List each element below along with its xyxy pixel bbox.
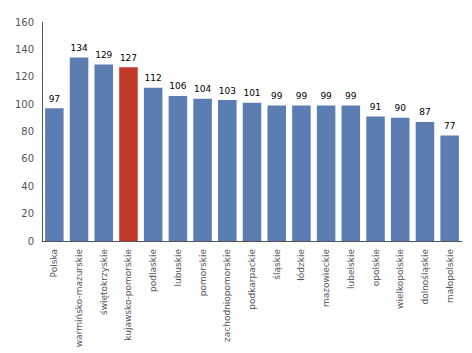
svg-text:99: 99 xyxy=(296,91,308,101)
svg-text:śląskie: śląskie xyxy=(272,249,282,280)
svg-text:0: 0 xyxy=(28,236,34,247)
svg-text:dolnośląskie: dolnośląskie xyxy=(420,249,430,305)
svg-text:świętokrzyskie: świętokrzyskie xyxy=(99,249,109,315)
svg-text:91: 91 xyxy=(370,102,381,112)
svg-text:77: 77 xyxy=(444,121,455,131)
svg-text:127: 127 xyxy=(120,53,137,63)
svg-text:Polska: Polska xyxy=(49,249,59,277)
svg-text:112: 112 xyxy=(145,73,162,83)
svg-text:kujawsko-pomorskie: kujawsko-pomorskie xyxy=(123,249,133,341)
svg-text:podkarpackie: podkarpackie xyxy=(247,249,257,310)
svg-text:małopolskie: małopolskie xyxy=(445,249,455,303)
svg-text:lubuskie: lubuskie xyxy=(173,249,183,287)
svg-text:pomorskie: pomorskie xyxy=(198,249,208,297)
svg-text:129: 129 xyxy=(95,50,112,60)
svg-text:zachodniopomorskie: zachodniopomorskie xyxy=(222,249,232,342)
svg-text:160: 160 xyxy=(15,17,34,28)
svg-text:łódzkie: łódzkie xyxy=(296,249,306,281)
svg-text:90: 90 xyxy=(395,103,407,113)
svg-text:106: 106 xyxy=(169,81,186,91)
svg-text:103: 103 xyxy=(219,86,236,96)
svg-text:120: 120 xyxy=(15,71,34,82)
svg-text:podlaskie: podlaskie xyxy=(148,249,158,292)
svg-text:opolskie: opolskie xyxy=(371,249,381,287)
svg-text:80: 80 xyxy=(21,126,34,137)
svg-text:100: 100 xyxy=(15,99,34,110)
svg-text:140: 140 xyxy=(15,44,34,55)
svg-text:60: 60 xyxy=(21,153,34,164)
svg-text:101: 101 xyxy=(243,88,260,98)
svg-text:warmińsko-mazurskie: warmińsko-mazurskie xyxy=(74,249,84,348)
svg-text:97: 97 xyxy=(49,94,60,104)
svg-text:99: 99 xyxy=(345,91,357,101)
svg-text:20: 20 xyxy=(21,208,34,219)
svg-text:mazowieckie: mazowieckie xyxy=(321,249,331,308)
svg-text:134: 134 xyxy=(70,43,87,53)
svg-text:99: 99 xyxy=(320,91,332,101)
svg-text:lubelskie: lubelskie xyxy=(346,249,356,289)
svg-text:99: 99 xyxy=(271,91,283,101)
svg-text:87: 87 xyxy=(419,107,430,117)
svg-text:wielkopolskie: wielkopolskie xyxy=(395,249,405,309)
svg-text:104: 104 xyxy=(194,84,211,94)
svg-text:40: 40 xyxy=(21,181,34,192)
